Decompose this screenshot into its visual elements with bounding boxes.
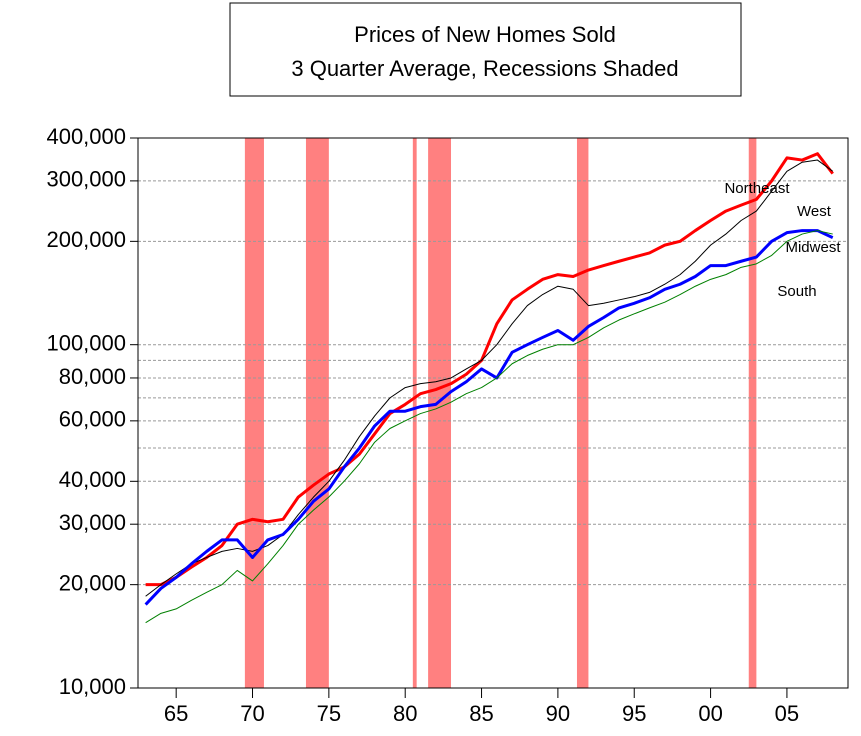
y-tick-label: 10,000 — [59, 674, 126, 699]
x-tick-label: 75 — [317, 701, 341, 726]
y-tick-label: 20,000 — [59, 570, 126, 595]
series-line — [144, 229, 834, 606]
y-tick-label: 80,000 — [59, 364, 126, 389]
recession-band — [576, 138, 589, 688]
chart-subtitle: 3 Quarter Average, Recessions Shaded — [291, 56, 678, 81]
title-box — [229, 2, 742, 97]
recession-band — [244, 138, 264, 688]
y-tick-label: 60,000 — [59, 407, 126, 432]
series-label: South — [777, 283, 816, 300]
x-tick-label: 90 — [546, 701, 570, 726]
y-tick-label: 100,000 — [46, 331, 126, 356]
plot-frame — [137, 137, 849, 689]
recession-band — [748, 138, 757, 688]
recession-band — [428, 138, 452, 688]
series-label: West — [797, 203, 832, 220]
x-tick-label: 05 — [775, 701, 799, 726]
y-tick-label: 30,000 — [59, 510, 126, 535]
y-tick-label: 400,000 — [46, 124, 126, 149]
recession-band — [412, 138, 417, 688]
x-tick-label: 95 — [622, 701, 646, 726]
x-tick-label: 80 — [393, 701, 417, 726]
x-tick-label: 85 — [469, 701, 493, 726]
series-label: Northeast — [724, 180, 790, 197]
x-tick-label: 00 — [698, 701, 722, 726]
y-tick-label: 200,000 — [46, 227, 126, 252]
plot-area: 10,000 20,000 30,000 40,000 60,000 80,000 100,… — [46, 124, 849, 726]
x-tick-label: 65 — [164, 701, 188, 726]
y-tick-label: 300,000 — [46, 167, 126, 192]
series-label: Midwest — [785, 239, 841, 256]
chart-title: Prices of New Homes Sold — [354, 22, 616, 47]
series-line — [145, 152, 834, 587]
x-tick-label: 70 — [240, 701, 264, 726]
recession-band — [305, 138, 329, 688]
series-line — [145, 230, 833, 624]
y-tick-label: 40,000 — [59, 467, 126, 492]
